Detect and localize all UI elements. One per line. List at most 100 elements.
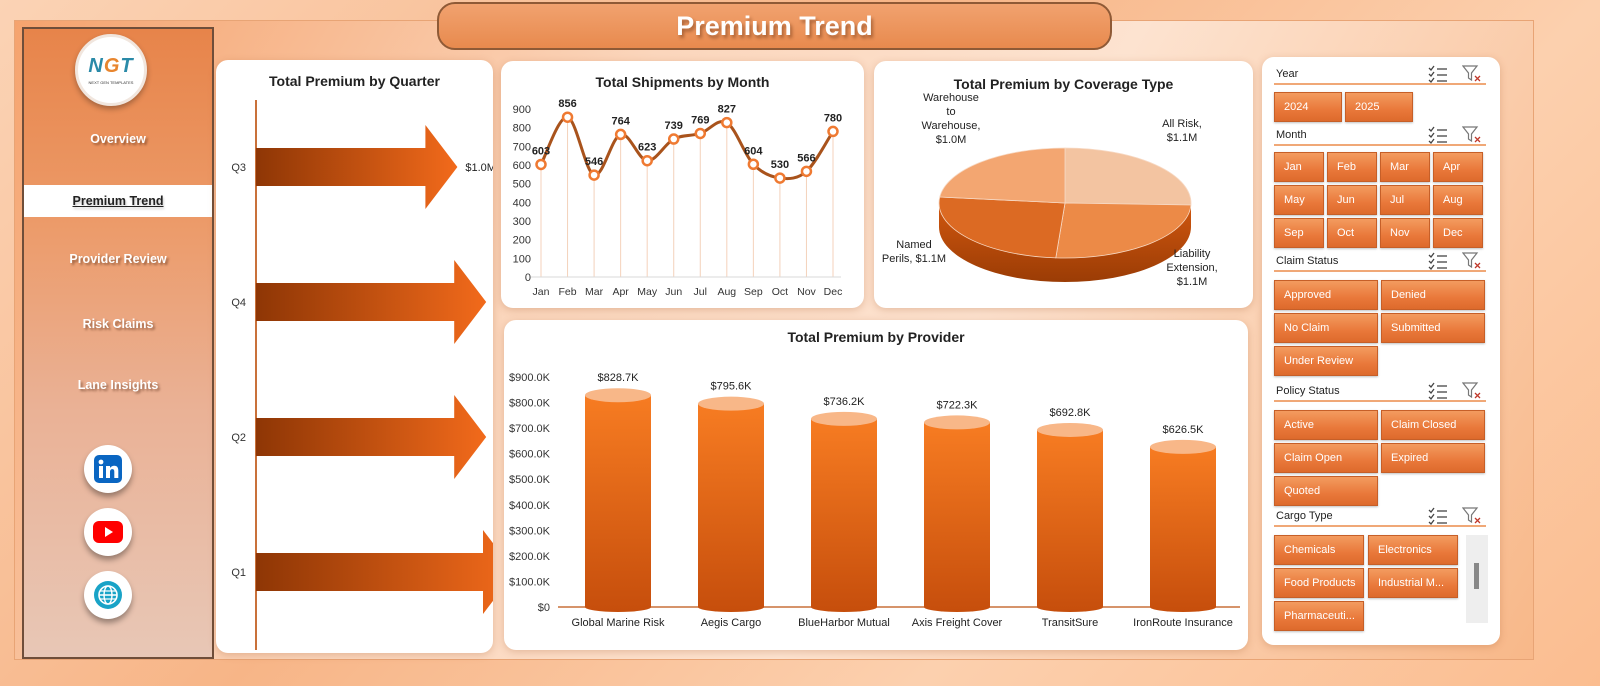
slicer-option-policy_status[interactable]: Claim Closed xyxy=(1381,410,1485,440)
multi-select-icon[interactable] xyxy=(1428,252,1448,270)
linkedin-button[interactable] xyxy=(84,445,132,493)
shipments-point[interactable] xyxy=(667,133,680,145)
quarter-arrow[interactable] xyxy=(256,395,487,479)
slicer-option-month[interactable]: Aug xyxy=(1433,185,1483,215)
pie-slice[interactable] xyxy=(1055,202,1192,259)
x-tick-label: Dec xyxy=(824,286,843,298)
x-tick-label: Nov xyxy=(797,286,816,298)
provider-bar[interactable] xyxy=(924,422,990,612)
provider-bar[interactable] xyxy=(1037,429,1103,612)
slicer-option-month[interactable]: Mar xyxy=(1380,152,1430,182)
slicer-header-month: Month xyxy=(1274,126,1486,146)
shipments-point[interactable] xyxy=(721,116,733,129)
y-tick-label: 300 xyxy=(513,216,531,228)
slicer-option-month[interactable]: May xyxy=(1274,185,1324,215)
clear-filter-icon[interactable] xyxy=(1462,382,1482,400)
slicer-option-month[interactable]: Jul xyxy=(1380,185,1430,215)
shipments-point[interactable] xyxy=(827,125,839,138)
slicer-option-claim_status[interactable]: Submitted xyxy=(1381,313,1485,343)
provider-bar-top xyxy=(698,396,764,411)
pie-side xyxy=(939,203,1191,282)
multi-select-icon[interactable] xyxy=(1428,126,1448,144)
pie-slice[interactable] xyxy=(938,196,1066,259)
provider-bar[interactable] xyxy=(585,395,651,612)
quarter-arrow[interactable] xyxy=(256,260,487,344)
slicer-option-month[interactable]: Oct xyxy=(1327,218,1377,248)
nav-overview[interactable]: Overview xyxy=(90,132,146,146)
y-tick-label: 400 xyxy=(513,197,531,209)
multi-select-icon[interactable] xyxy=(1428,507,1448,525)
provider-value-label: $828.7K xyxy=(598,372,640,384)
slicer-option-year[interactable]: 2025 xyxy=(1345,92,1413,122)
shipments-point[interactable] xyxy=(774,172,786,184)
scrollbar-thumb[interactable] xyxy=(1474,563,1479,589)
provider-bar[interactable] xyxy=(811,418,877,612)
clear-filter-icon[interactable] xyxy=(1462,126,1482,144)
provider-value-label: $795.6K xyxy=(711,381,753,393)
slicer-title: Claim Status xyxy=(1276,255,1339,267)
shipments-data-label: 769 xyxy=(691,114,709,126)
provider-value-label: $722.3K xyxy=(937,399,979,411)
slicer-option-month[interactable]: Nov xyxy=(1380,218,1430,248)
shipments-point[interactable] xyxy=(641,154,653,167)
cargo-type-scrollbar[interactable] xyxy=(1466,535,1488,623)
shipments-point[interactable] xyxy=(561,111,574,123)
quarter-arrow[interactable] xyxy=(256,125,458,209)
x-tick-label: Jul xyxy=(694,286,707,298)
nav-risk-claims[interactable]: Risk Claims xyxy=(82,317,154,331)
shipments-point[interactable] xyxy=(588,169,600,181)
multi-select-icon[interactable] xyxy=(1428,65,1448,83)
slicer-option-month[interactable]: Jun xyxy=(1327,185,1377,215)
provider-category-label: Aegis Cargo xyxy=(701,617,762,629)
provider-bar[interactable] xyxy=(698,403,764,612)
youtube-icon xyxy=(93,521,123,543)
slicer-option-claim_status[interactable]: Approved xyxy=(1274,280,1378,310)
pie-slice[interactable] xyxy=(1064,147,1192,206)
slicer-option-month[interactable]: Sep xyxy=(1274,218,1324,248)
slicer-option-month[interactable]: Jan xyxy=(1274,152,1324,182)
shipments-point[interactable] xyxy=(614,128,627,141)
clear-filter-icon[interactable] xyxy=(1462,252,1482,270)
provider-y-tick-label: $500.0K xyxy=(509,474,551,486)
filter-panel: Year 2024 2025 Month Jan Feb Mar Apr May Jun Jul Au… xyxy=(1262,57,1500,645)
youtube-button[interactable] xyxy=(84,508,132,556)
slicer-option-claim_status[interactable]: Under Review xyxy=(1274,346,1378,376)
nav-premium-trend[interactable]: Premium Trend xyxy=(24,185,212,217)
slicer-option-month[interactable]: Apr xyxy=(1433,152,1483,182)
slicer-option-policy_status[interactable]: Claim Open xyxy=(1274,443,1378,473)
website-button[interactable] xyxy=(84,571,132,619)
shipments-line xyxy=(539,115,835,181)
shipments-point[interactable] xyxy=(694,127,707,140)
nav-provider-review[interactable]: Provider Review xyxy=(69,252,167,266)
slicer-option-year[interactable]: 2024 xyxy=(1274,92,1342,122)
slicer-option-policy_status[interactable]: Expired xyxy=(1381,443,1485,473)
clear-filter-icon[interactable] xyxy=(1462,65,1482,83)
clear-filter-icon[interactable] xyxy=(1462,507,1482,525)
slicer-option-claim_status[interactable]: No Claim xyxy=(1274,313,1378,343)
slicer-option-cargo_type[interactable]: Industrial M... xyxy=(1368,568,1458,598)
quarter-arrow[interactable] xyxy=(256,530,493,614)
slicer-option-cargo_type[interactable]: Electronics xyxy=(1368,535,1458,565)
slicer-option-month[interactable]: Dec xyxy=(1433,218,1483,248)
quarter-label: Q2 xyxy=(231,432,246,444)
slicer-option-cargo_type[interactable]: Pharmaceuti... xyxy=(1274,601,1364,631)
pie-slice[interactable] xyxy=(939,147,1066,204)
slicer-option-month[interactable]: Feb xyxy=(1327,152,1377,182)
x-tick-label: Sep xyxy=(744,286,763,298)
nav-lane-insights[interactable]: Lane Insights xyxy=(77,378,159,392)
slicer-option-cargo_type[interactable]: Food Products xyxy=(1274,568,1364,598)
company-logo[interactable]: NGT NEXT GEN TEMPLATES xyxy=(75,34,147,106)
slicer-option-policy_status[interactable]: Quoted xyxy=(1274,476,1378,506)
slicer-title: Policy Status xyxy=(1276,385,1340,397)
quarter-label: Q3 xyxy=(231,162,246,174)
multi-select-icon[interactable] xyxy=(1428,382,1448,400)
shipments-point[interactable] xyxy=(747,158,760,171)
provider-category-label: Global Marine Risk xyxy=(572,617,665,629)
slicer-option-claim_status[interactable]: Denied xyxy=(1381,280,1485,310)
shipments-point[interactable] xyxy=(800,165,813,178)
slicer-option-policy_status[interactable]: Active xyxy=(1274,410,1378,440)
shipments-point[interactable] xyxy=(535,158,547,171)
provider-bar[interactable] xyxy=(1150,446,1216,612)
slicer-option-cargo_type[interactable]: Chemicals xyxy=(1274,535,1364,565)
